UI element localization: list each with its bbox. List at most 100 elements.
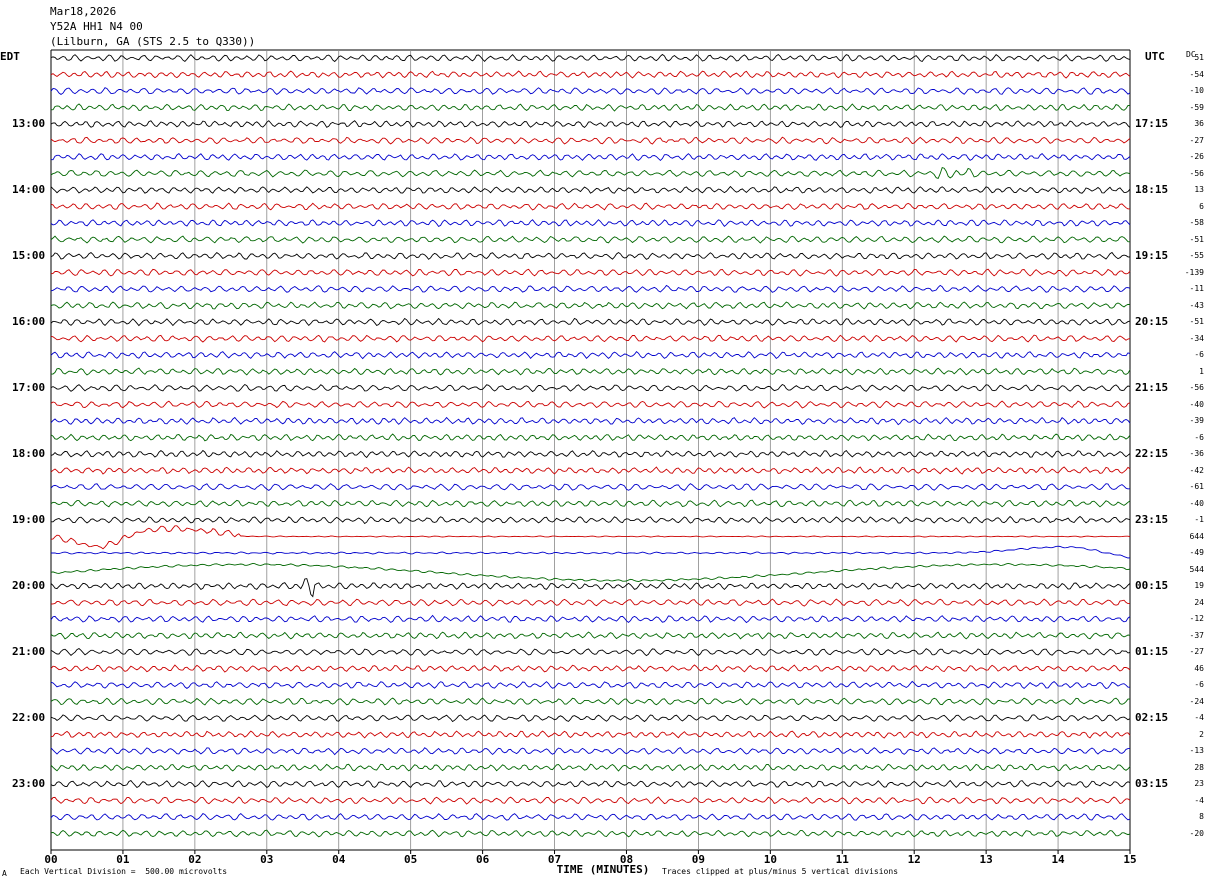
dc-offset-value: 36 — [1194, 119, 1204, 128]
utc-hour-label: 18:15 — [1135, 183, 1169, 196]
dc-offset-value: -12 — [1189, 614, 1204, 623]
seismic-trace — [50, 120, 1131, 128]
dc-offset-value: 8 — [1199, 812, 1204, 821]
dc-offset-value: 6 — [1199, 201, 1204, 211]
x-tick-label: 09 — [692, 853, 705, 866]
edt-hour-label: 15:00 — [12, 249, 46, 262]
dc-offset-value: 28 — [1194, 762, 1204, 772]
seismic-trace — [50, 351, 1131, 360]
utc-hour-label: 03:15 — [1135, 777, 1169, 790]
dc-offset-value: -61 — [1189, 482, 1204, 491]
seismic-trace — [50, 697, 1131, 706]
dc-offset-value: -6 — [1194, 350, 1204, 359]
seismic-trace — [50, 598, 1130, 607]
seismic-trace — [50, 680, 1130, 690]
dc-offset-value: -24 — [1189, 696, 1204, 706]
seismic-trace — [50, 747, 1130, 756]
seismic-trace — [50, 301, 1131, 310]
seismic-trace — [50, 284, 1131, 294]
utc-hour-label: 02:15 — [1135, 711, 1169, 724]
seismic-trace — [50, 578, 1131, 598]
seismic-trace — [50, 268, 1131, 277]
seismic-trace — [50, 562, 1131, 582]
dc-offset-value: -54 — [1189, 69, 1204, 79]
x-tick-label: 08 — [620, 853, 633, 866]
edt-hour-label: 23:00 — [12, 777, 46, 790]
seismic-trace — [50, 813, 1131, 821]
dc-offset-value: 2 — [1199, 729, 1204, 739]
seismic-trace — [50, 631, 1131, 640]
seismic-trace — [50, 525, 1131, 550]
dc-offset-value: -10 — [1189, 86, 1204, 95]
utc-hour-label: 01:15 — [1135, 645, 1169, 658]
seismic-trace — [50, 167, 1131, 179]
x-tick-label: 10 — [764, 853, 777, 866]
dc-offset-value: 46 — [1194, 663, 1204, 673]
plot-date: Mar18,2026 — [50, 5, 117, 18]
dc-offset-value: 13 — [1194, 185, 1204, 194]
dc-label: DC — [1186, 50, 1196, 59]
dc-offset-value: -59 — [1189, 102, 1204, 112]
dc-offset-value: -20 — [1189, 828, 1204, 838]
dc-offset-value: -4 — [1194, 795, 1204, 805]
dc-offset-value: -56 — [1189, 383, 1204, 392]
dc-offset-value: -11 — [1189, 284, 1204, 293]
seismic-trace — [50, 545, 1131, 559]
dc-offset-value: -58 — [1189, 218, 1204, 227]
seismic-trace — [50, 829, 1131, 838]
dc-offset-value: -27 — [1189, 135, 1204, 145]
utc-hour-label: 23:15 — [1135, 513, 1169, 526]
seismic-trace — [50, 730, 1131, 739]
dc-offset-value: -26 — [1189, 152, 1204, 161]
seismic-trace — [50, 136, 1131, 145]
utc-label: UTC — [1145, 50, 1165, 63]
dc-offset-value: -4 — [1194, 713, 1204, 722]
x-tick-labels: 00 01 02 03 04 05 06 07 08 09 10 11 12 13 14 15 — [44, 853, 1136, 866]
trace-lines — [50, 53, 1131, 838]
dc-offset-value: -56 — [1189, 168, 1204, 178]
x-tick-label: 07 — [548, 853, 561, 866]
dc-offset-value: -40 — [1189, 399, 1204, 409]
mark-symbol: A — [2, 869, 7, 878]
minute-grid — [50, 49, 1131, 854]
seismic-trace — [50, 317, 1131, 327]
edt-hour-label: 14:00 — [12, 183, 46, 196]
seismic-trace — [50, 763, 1131, 772]
x-tick-label: 14 — [1051, 853, 1065, 866]
seismic-trace — [51, 152, 1131, 162]
edt-hour-label: 20:00 — [12, 579, 46, 592]
seismic-trace — [50, 466, 1131, 475]
x-tick-label: 03 — [260, 853, 273, 866]
seismic-trace — [50, 433, 1131, 442]
edt-hour-label: 13:00 — [12, 117, 46, 130]
seismic-trace — [50, 367, 1131, 376]
x-tick-label: 01 — [116, 853, 130, 866]
seismic-trace — [50, 219, 1131, 227]
dc-offset-value: -36 — [1189, 449, 1204, 458]
seismic-trace — [50, 796, 1131, 805]
dc-offset-value: -49 — [1189, 548, 1204, 557]
utc-hour-label: 20:15 — [1135, 315, 1169, 328]
utc-hour-label: 19:15 — [1135, 249, 1169, 262]
edt-hour-label: 16:00 — [12, 315, 46, 328]
seismic-trace — [50, 87, 1131, 96]
seismic-trace — [50, 483, 1131, 492]
dc-offset-value: -1 — [1194, 515, 1204, 524]
seismic-trace — [50, 103, 1131, 112]
dc-offset-value: -27 — [1189, 647, 1204, 656]
dc-offset-value: 644 — [1189, 531, 1204, 541]
x-tick-label: 15 — [1123, 853, 1136, 866]
seismic-trace — [50, 334, 1131, 343]
seismic-trace — [51, 515, 1131, 525]
dc-offset-value: -55 — [1189, 251, 1204, 260]
seismic-trace — [50, 647, 1131, 657]
utc-hour-label: 22:15 — [1135, 447, 1169, 460]
seismic-trace — [50, 449, 1131, 459]
seismic-trace — [50, 185, 1131, 194]
edt-hour-label: 18:00 — [12, 447, 46, 460]
x-tick-label: 05 — [404, 853, 417, 866]
utc-hour-label: 17:15 — [1135, 117, 1169, 130]
dc-offset-value: -34 — [1189, 333, 1204, 343]
seismic-trace — [50, 614, 1131, 624]
